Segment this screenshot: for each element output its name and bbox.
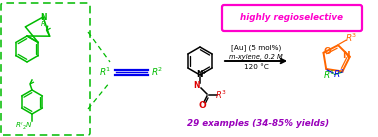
FancyBboxPatch shape [222, 5, 362, 31]
Text: highly regioselective: highly regioselective [240, 13, 344, 22]
Text: 29 examples (34-85% yields): 29 examples (34-85% yields) [187, 119, 329, 128]
Text: [Au] (5 mol%): [Au] (5 mol%) [231, 45, 281, 51]
Text: $R^1$: $R^1$ [323, 68, 336, 81]
Text: $R^2$: $R^2$ [333, 68, 345, 80]
Text: N: N [196, 70, 203, 79]
Text: N: N [40, 12, 47, 22]
Text: m-xylene, 0.2 M: m-xylene, 0.2 M [229, 54, 283, 60]
Text: O: O [198, 101, 206, 109]
Text: $R'_2N$: $R'_2N$ [15, 120, 33, 132]
Text: N: N [342, 51, 350, 60]
Text: R: R [41, 21, 46, 27]
Text: 120 °C: 120 °C [243, 64, 268, 70]
Text: +: + [201, 69, 206, 75]
Text: O: O [324, 47, 332, 56]
Text: $R^2$: $R^2$ [151, 66, 163, 78]
Text: $R^3$: $R^3$ [345, 32, 357, 44]
Text: $R^1$: $R^1$ [99, 66, 111, 78]
Text: N: N [193, 82, 200, 91]
Text: $R^3$: $R^3$ [215, 89, 227, 101]
